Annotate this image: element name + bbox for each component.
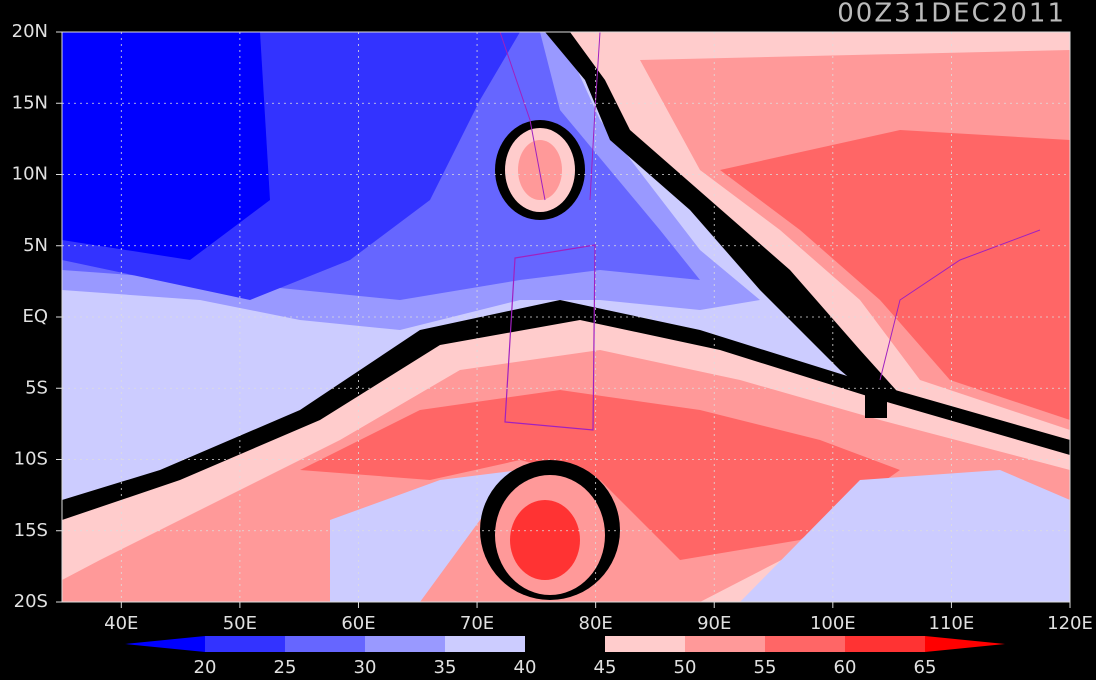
field-region: [720, 130, 1070, 420]
colorbar-swatch: [285, 636, 365, 652]
axes: 20N 15N 10N 5N EQ 5S 10S 15S 20S 40E 50E 60E 70E 80E 9…: [12, 21, 1093, 634]
coastline: [499, 32, 1041, 381]
lon-tick-label: 110E: [929, 613, 975, 634]
field-region: [510, 500, 580, 580]
lon-tick-label: 80E: [579, 613, 613, 634]
box-outline: [504, 244, 596, 431]
lat-tick-label: 15S: [14, 520, 48, 541]
colorbar-label: 25: [274, 657, 297, 678]
colorbar-label: 50: [674, 657, 697, 678]
colorbar-swatch: [365, 636, 445, 652]
colorbar: 20 25 30 35 40 45 50 55 60 65: [125, 636, 1005, 678]
colorbar-label: 30: [354, 657, 377, 678]
lat-tick-label: 15N: [12, 92, 48, 113]
lon-tick-label: 40E: [104, 613, 138, 634]
lat-tick-label: 20S: [14, 591, 48, 612]
lon-tick-label: 70E: [460, 613, 494, 634]
colorbar-arrow: [925, 636, 1005, 652]
lat-tick-label: 10N: [12, 164, 48, 185]
lat-tick-label: EQ: [22, 306, 48, 327]
colorbar-label: 60: [834, 657, 857, 678]
colorbar-arrow: [125, 636, 205, 652]
colorbar-swatch: [845, 636, 925, 652]
lat-tick-label: 10S: [14, 449, 48, 470]
lon-tick-label: 50E: [223, 613, 257, 634]
field-region: [518, 140, 562, 200]
colorbar-label: 40: [514, 657, 537, 678]
colorbar-label: 65: [914, 657, 937, 678]
colorbar-swatch: [445, 636, 525, 652]
lon-tick-label: 90E: [697, 613, 731, 634]
field-region: [300, 390, 900, 560]
colorbar-swatch: [525, 636, 605, 652]
lon-tick-label: 60E: [341, 613, 375, 634]
lon-tick-label: 100E: [810, 613, 856, 634]
colorbar-swatch: [765, 636, 845, 652]
colorbar-swatch: [685, 636, 765, 652]
field-region: [330, 470, 520, 602]
colorbar-label: 55: [754, 657, 777, 678]
colorbar-label: 45: [594, 657, 617, 678]
lat-tick-label: 5N: [23, 235, 48, 256]
field-region: [62, 32, 270, 260]
title: 00Z31DEC2011: [837, 0, 1066, 29]
lon-tick-label: 120E: [1047, 613, 1093, 634]
colorbar-label: 35: [434, 657, 457, 678]
lat-tick-label: 5S: [25, 377, 48, 398]
field-region: [865, 390, 887, 418]
colorbar-swatch: [205, 636, 285, 652]
colorbar-label: 20: [194, 657, 217, 678]
lat-tick-label: 20N: [12, 21, 48, 42]
field-region: [740, 470, 1070, 602]
colorbar-swatch: [605, 636, 685, 652]
